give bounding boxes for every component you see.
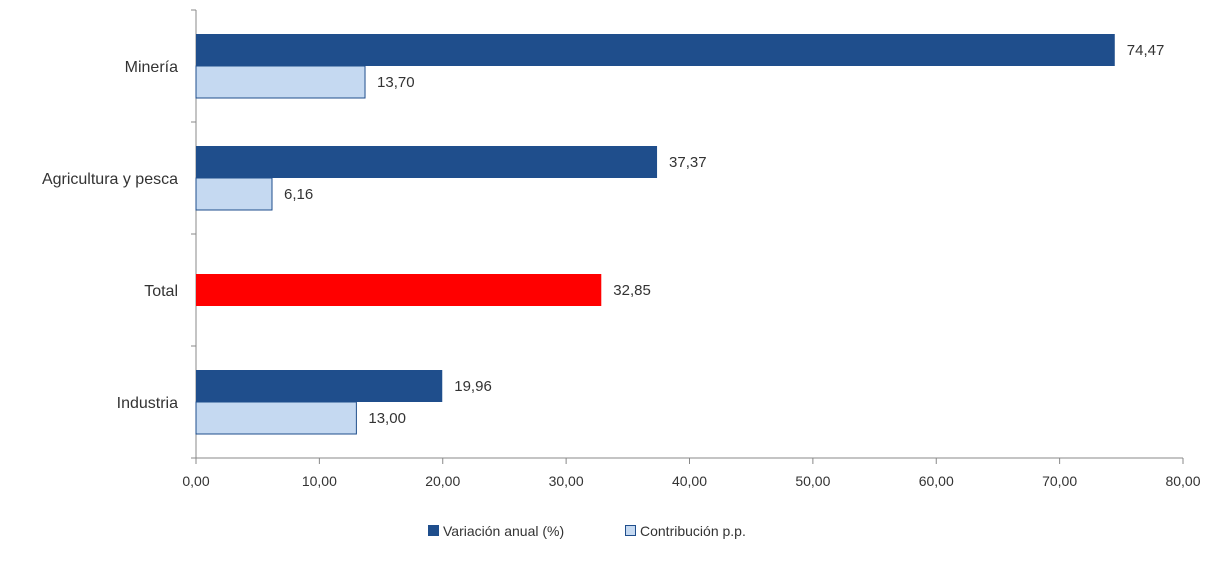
x-tick-label: 30,00 (549, 473, 584, 489)
x-tick-label: 50,00 (795, 473, 830, 489)
x-tick-label: 80,00 (1165, 473, 1200, 489)
data-label: 6,16 (284, 186, 313, 203)
legend-swatch-variacion (428, 525, 439, 536)
x-tick-label: 40,00 (672, 473, 707, 489)
data-label: 19,96 (454, 378, 492, 395)
category-label: Industria (117, 395, 178, 412)
bar-contribucion (195, 65, 366, 99)
bar-contribucion (195, 401, 357, 435)
data-label: 37,37 (669, 154, 707, 171)
bar-total (196, 274, 602, 306)
data-label: 13,70 (377, 74, 415, 91)
legend-label-contribucion: Contribución p.p. (640, 523, 746, 539)
legend: Variación anual (%) Contribución p.p. (428, 523, 746, 539)
legend-swatch-contribucion (625, 525, 636, 536)
category-label: Agricultura y pesca (42, 171, 178, 188)
x-tick-label: 0,00 (182, 473, 209, 489)
bar-variacion-anual (196, 34, 1115, 66)
legend-label-variacion: Variación anual (%) (443, 523, 564, 539)
x-tick-label: 60,00 (919, 473, 954, 489)
data-label: 13,00 (368, 410, 406, 427)
x-tick-label: 70,00 (1042, 473, 1077, 489)
data-label: 32,85 (613, 282, 651, 299)
category-label: Minería (125, 59, 178, 76)
data-label: 74,47 (1127, 42, 1165, 59)
plot-area: 0,00 10,00 20,00 30,00 40,00 50,00 60,00 70,00 8… (42, 9, 1201, 489)
category-label: Total (144, 283, 178, 300)
bar-variacion-anual (196, 370, 443, 402)
bar-contribucion (195, 177, 273, 211)
bar-variacion-anual (196, 146, 658, 178)
x-tick-label: 20,00 (425, 473, 460, 489)
x-tick-label: 10,00 (302, 473, 337, 489)
